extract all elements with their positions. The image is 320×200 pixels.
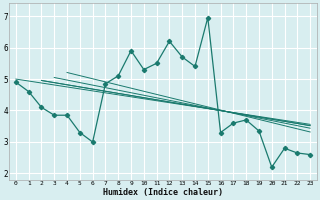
X-axis label: Humidex (Indice chaleur): Humidex (Indice chaleur)	[103, 188, 223, 197]
